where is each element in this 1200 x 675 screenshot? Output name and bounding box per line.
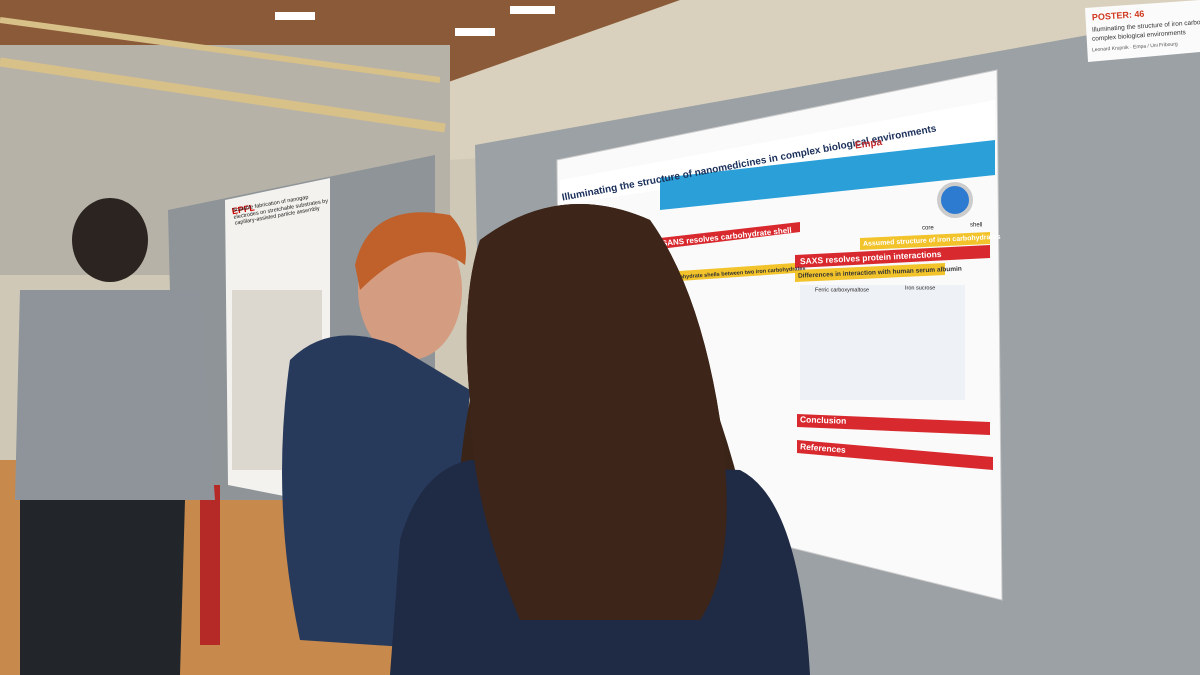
person-right-hair-front <box>466 204 727 620</box>
poster-band <box>660 140 995 210</box>
section-header <box>797 440 993 470</box>
core-shell-figure <box>937 182 973 218</box>
plot-panel <box>800 285 965 400</box>
figure-label: core <box>922 226 934 232</box>
beam <box>0 17 441 83</box>
board-leg <box>200 485 220 645</box>
beam <box>0 57 446 133</box>
left-poster-logo: EPFL <box>231 202 256 216</box>
name-card <box>1085 0 1200 62</box>
ceiling-light <box>510 6 555 14</box>
card-author: Leonard Krupnik · Empa / Uni Fribourg <box>1092 41 1178 53</box>
ceiling-light <box>455 28 495 36</box>
section-title: Conclusion <box>800 414 847 426</box>
section-header <box>660 222 800 249</box>
plot-label: Iron sucrose <box>905 285 935 291</box>
person-left-head <box>72 198 148 282</box>
section-header <box>795 245 990 268</box>
plot-label: Ferric carboxymaltose <box>815 287 869 293</box>
poster-number: POSTER: 46 <box>1092 9 1145 23</box>
poster-logo: Empa <box>854 137 883 152</box>
section-header <box>665 263 795 282</box>
section-header <box>797 414 990 435</box>
section-title: References <box>800 441 847 455</box>
person-left-trousers <box>20 500 185 675</box>
person-left-shirt <box>15 290 215 500</box>
ceiling-light <box>275 12 315 20</box>
section-header <box>795 263 945 282</box>
figure-label: shell <box>970 223 982 229</box>
person-center-hair <box>355 212 466 290</box>
section-header <box>860 232 990 250</box>
ceiling <box>0 0 680 85</box>
